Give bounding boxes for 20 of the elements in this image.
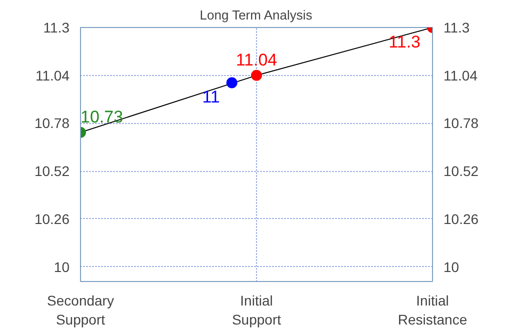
data-label: 11 bbox=[202, 88, 220, 107]
data-label: 10.73 bbox=[80, 107, 124, 126]
chart-title: Long Term Analysis bbox=[200, 8, 313, 22]
data-label: 11.3 bbox=[388, 32, 421, 52]
y-tick-label: 10 bbox=[54, 258, 70, 275]
x-tick-label: Initial Resistance bbox=[398, 292, 468, 328]
y-tick-label: 10.26 bbox=[34, 210, 70, 227]
data-label: 11.04 bbox=[236, 50, 278, 70]
y-tick-label: 10.52 bbox=[34, 163, 70, 180]
x-tick-label: Initial Support bbox=[232, 292, 282, 328]
y-tick-label: 10.78 bbox=[34, 115, 70, 132]
y2-tick-label: 11.3 bbox=[444, 20, 470, 36]
y2-tick-label: 11.04 bbox=[444, 67, 478, 84]
x-tick-label: Secondary Support bbox=[47, 292, 114, 328]
y2-tick-label: 10.52 bbox=[444, 163, 479, 180]
y-tick-label: 11.3 bbox=[43, 20, 70, 36]
y-tick-label: 11.04 bbox=[36, 67, 70, 84]
y2-tick-label: 10 bbox=[444, 258, 460, 275]
y2-tick-label: 10.26 bbox=[444, 210, 479, 227]
y2-tick-label: 10.78 bbox=[444, 115, 479, 132]
